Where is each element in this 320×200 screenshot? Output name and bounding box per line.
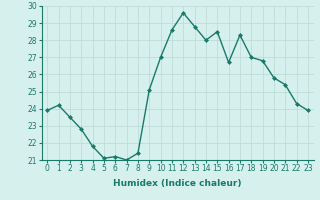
X-axis label: Humidex (Indice chaleur): Humidex (Indice chaleur): [113, 179, 242, 188]
